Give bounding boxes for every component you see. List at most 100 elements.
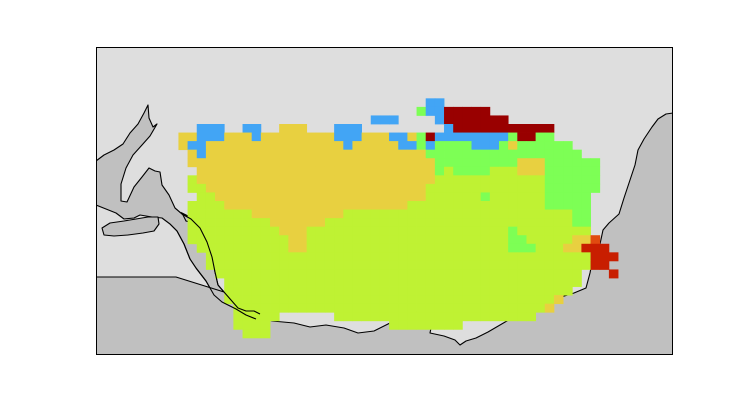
grid-cell-green (544, 158, 555, 168)
grid-cell-yellow (242, 175, 253, 185)
grid-cell-lime (370, 252, 381, 262)
grid-cell-lime (553, 269, 564, 279)
grid-cell-yellow (279, 175, 289, 185)
grid-cell-lime (444, 175, 454, 185)
grid-cell-yellow (288, 201, 298, 210)
grid-cell-lime (462, 235, 472, 245)
grid-cell-yellow (215, 149, 225, 159)
grid-cell-lime (471, 235, 482, 245)
grid-cell-green (590, 158, 601, 168)
grid-cell-lime (233, 295, 243, 305)
grid-cell-lime (352, 252, 362, 262)
grid-cell-lime (398, 260, 408, 270)
grid-cell-lime (343, 209, 353, 219)
grid-cell-green (416, 141, 427, 151)
grid-cell-blue (251, 132, 262, 142)
grid-cell-lime (361, 226, 372, 236)
grid-cell-blue (205, 124, 216, 133)
grid-cell-yellow (242, 183, 253, 193)
grid-cell-lime (444, 312, 454, 322)
grid-cell-lime (471, 218, 482, 228)
grid-cell-lime (553, 235, 564, 245)
grid-cell-yellow (279, 183, 289, 193)
grid-cell-lime (334, 278, 344, 287)
grid-cell-green (544, 183, 555, 193)
grid-cell-lime (315, 235, 326, 245)
grid-cell-yellow (389, 166, 399, 176)
grid-cell-green (563, 141, 573, 151)
grid-cell-yellow (270, 158, 280, 168)
grid-cell-lime (471, 243, 482, 253)
grid-cell-lime (407, 278, 417, 287)
grid-cell-yellow (352, 158, 362, 168)
grid-cell-blue (480, 132, 491, 142)
grid-cell-lime (334, 243, 344, 253)
grid-cell-lime (260, 329, 271, 339)
grid-cell-green (590, 183, 601, 193)
grid-cell-green (553, 175, 564, 185)
grid-cell-lime (535, 278, 546, 287)
grid-cell-yellow (334, 175, 344, 185)
grid-cell-lime (370, 286, 381, 296)
grid-cell-blue (434, 132, 445, 142)
grid-cell-green (526, 243, 537, 253)
grid-cell-yellow (343, 201, 353, 210)
grid-cell-green (508, 149, 518, 159)
grid-cell-blue (462, 132, 472, 142)
grid-cell-lime (270, 312, 280, 322)
grid-cell-yellow (398, 175, 408, 185)
grid-cell-yellow (334, 183, 344, 193)
grid-cell-lime (425, 295, 436, 305)
grid-cell-yellow (398, 201, 408, 210)
grid-cell-lime (407, 226, 417, 236)
grid-cell-lime (416, 201, 427, 210)
grid-cell-lime (498, 252, 509, 262)
grid-cell-lime (535, 201, 546, 210)
grid-cell-lime (416, 226, 427, 236)
grid-cell-yellow (196, 166, 207, 176)
grid-cell-yellow (306, 192, 317, 202)
grid-cell-blue (187, 141, 198, 151)
grid-cell-lime (425, 260, 436, 270)
grid-cell-lime (389, 295, 399, 305)
grid-cell-blue (434, 115, 445, 125)
grid-cell-yellow (343, 175, 353, 185)
grid-cell-green (508, 158, 518, 168)
grid-cell-yellow (306, 201, 317, 210)
grid-cell-lime (224, 269, 234, 279)
grid-cell-lime (462, 303, 472, 313)
grid-cell-lime (379, 226, 390, 236)
grid-cell-green (517, 235, 527, 245)
grid-cell-lime (480, 218, 491, 228)
grid-cell-lime (251, 295, 262, 305)
grid-cell-lime (233, 278, 243, 287)
grid-cell-lime (444, 320, 454, 330)
grid-cell-lime (462, 201, 472, 210)
grid-cell-yellow (361, 158, 372, 168)
grid-cell-lime (462, 192, 472, 202)
grid-cell-darkred (453, 106, 463, 116)
grid-cell-yellow (398, 158, 408, 168)
grid-cell-lime (453, 209, 463, 219)
grid-cell-lime (343, 226, 353, 236)
grid-cell-lime (498, 312, 509, 322)
grid-cell-lime (444, 286, 454, 296)
grid-cell-lime (379, 243, 390, 253)
grid-cell-yellow (361, 201, 372, 210)
grid-cell-yellow (517, 158, 527, 168)
grid-cell-lime (215, 226, 225, 236)
grid-cell-lime (233, 243, 243, 253)
grid-cell-lime (205, 201, 216, 210)
grid-cell-lime (535, 175, 546, 185)
grid-cell-lime (444, 183, 454, 193)
grid-cell-yellow (306, 218, 317, 228)
grid-cell-lime (251, 312, 262, 322)
grid-cell-lime (434, 201, 445, 210)
grid-cell-lime (315, 226, 326, 236)
grid-cell-lime (453, 226, 463, 236)
grid-cell-blue (398, 132, 408, 142)
grid-cell-lime (444, 201, 454, 210)
grid-cell-yellow (379, 141, 390, 151)
grid-cell-lime (324, 235, 335, 245)
grid-cell-lime (498, 175, 509, 185)
